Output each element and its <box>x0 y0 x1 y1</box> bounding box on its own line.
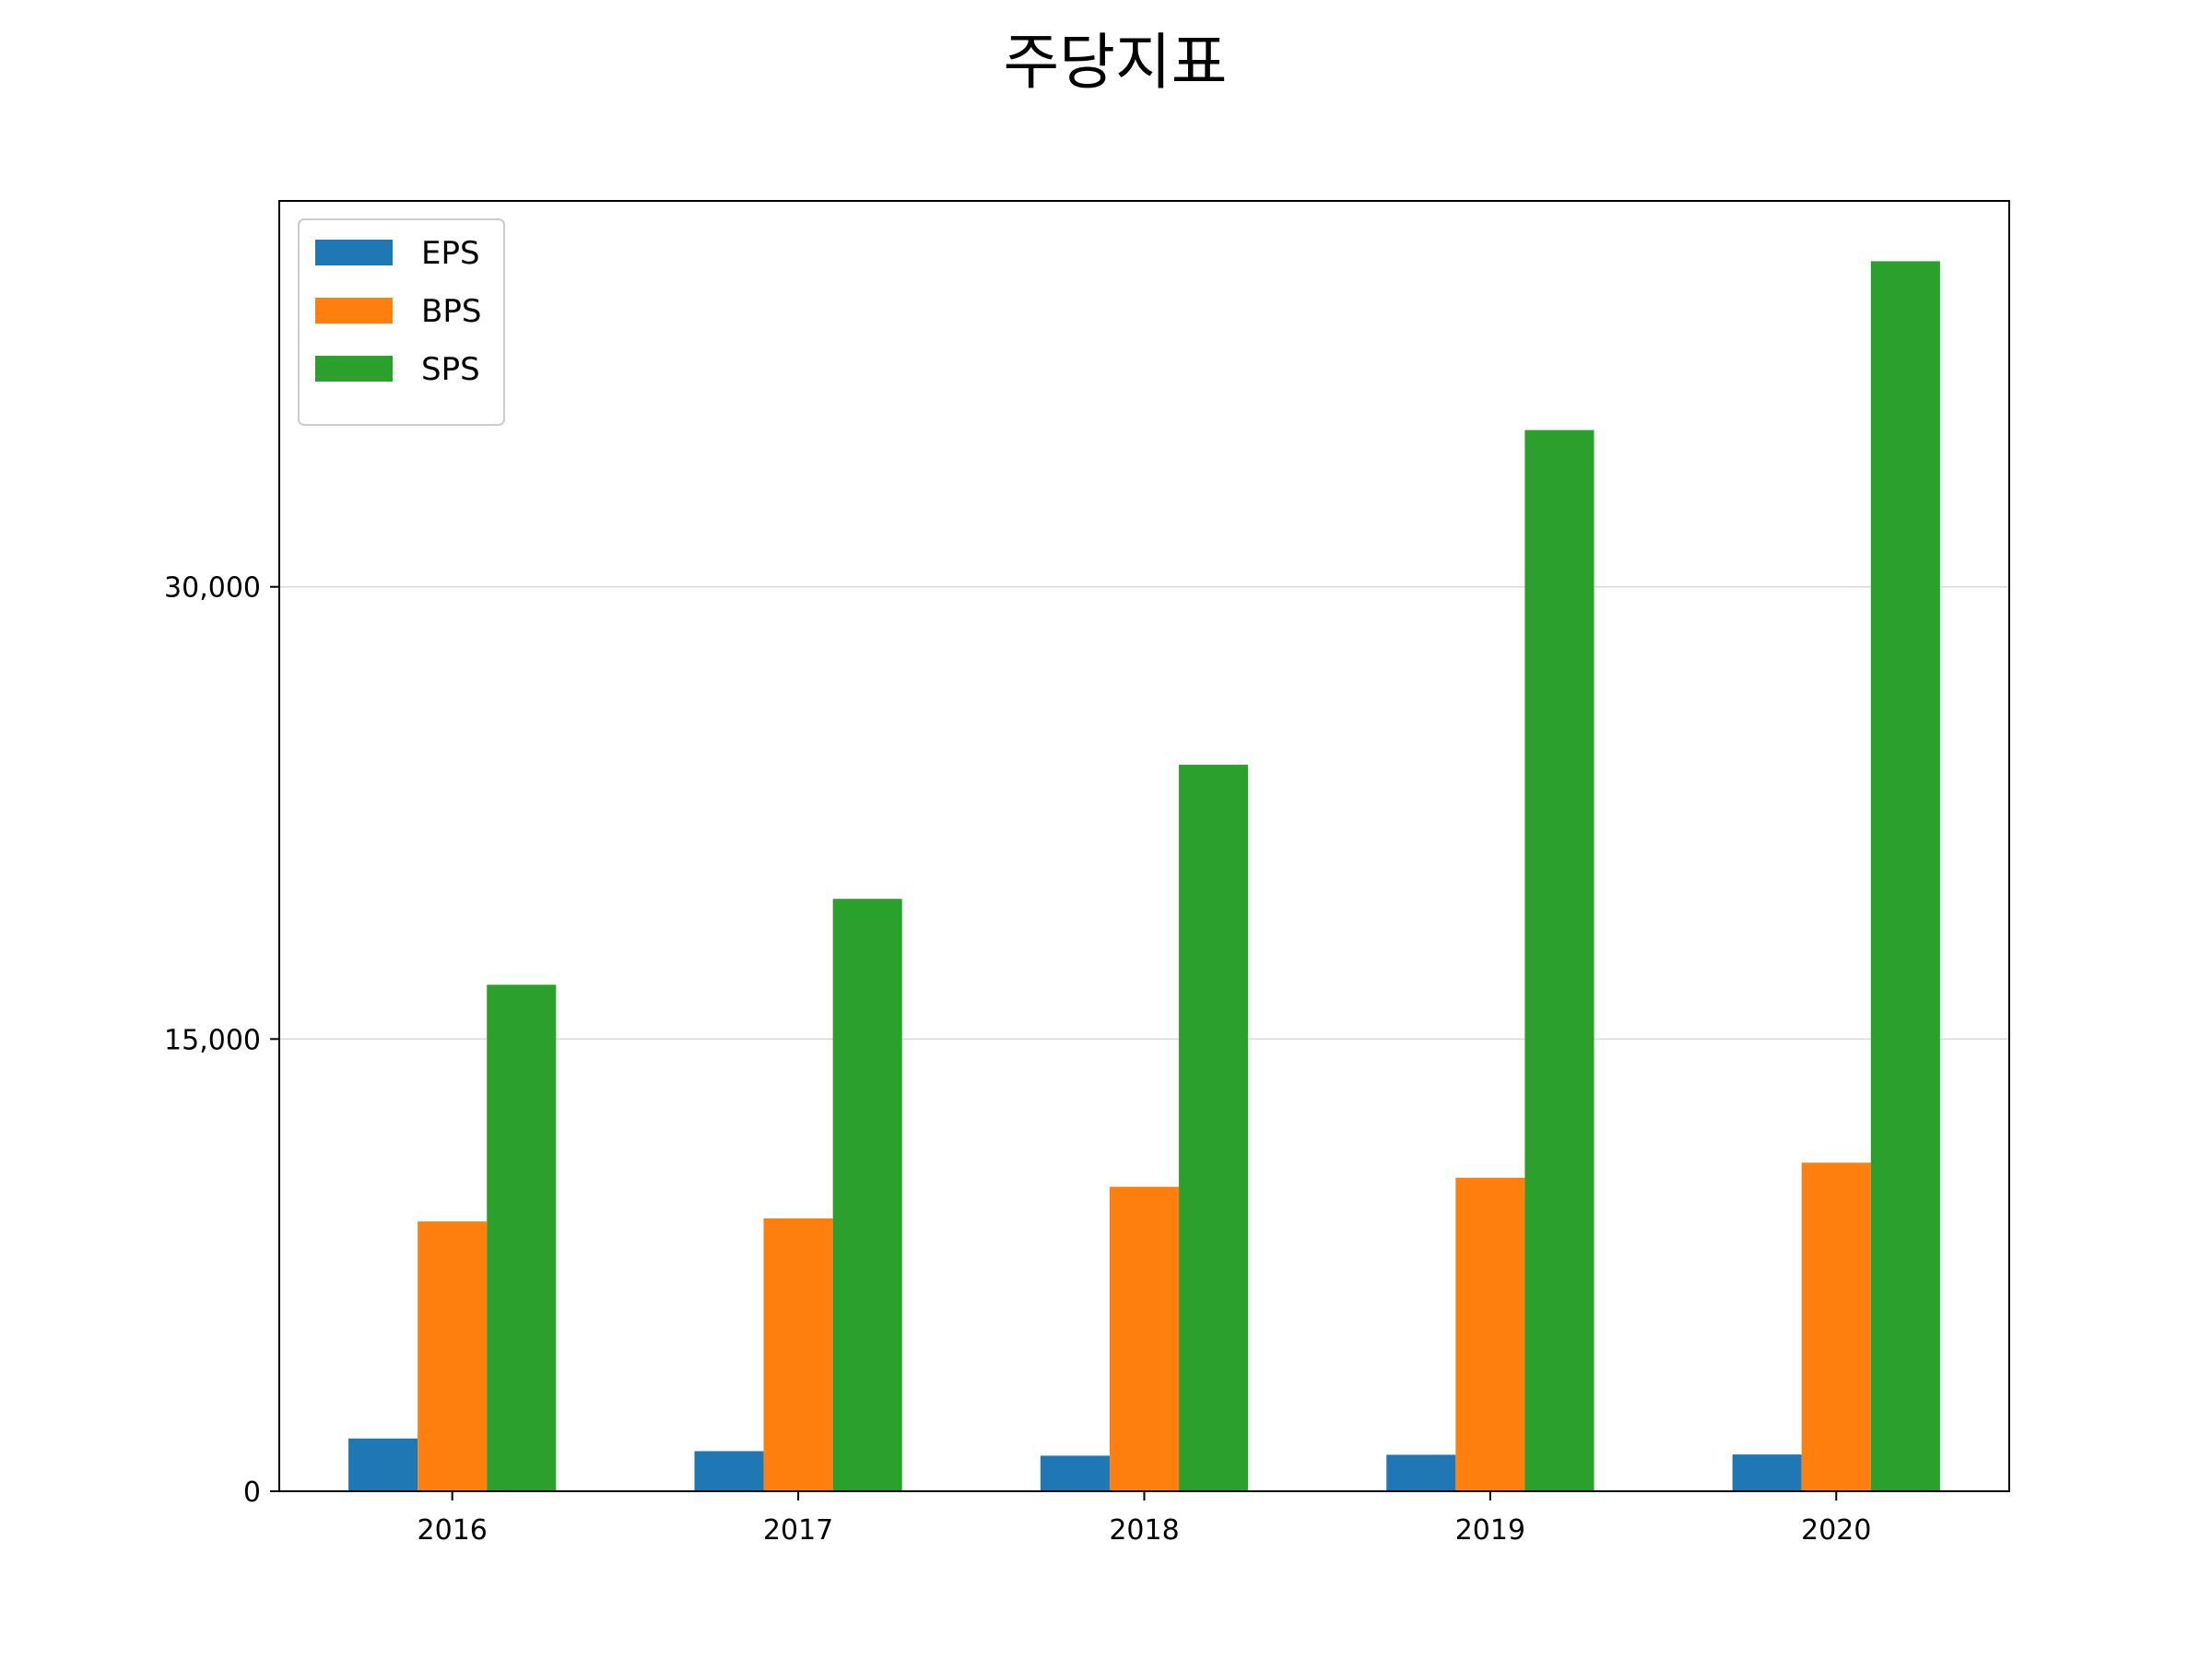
bar-eps-2016 <box>348 1438 418 1491</box>
bar-eps-2018 <box>1040 1455 1110 1491</box>
bar-sps-2019 <box>1524 429 1594 1491</box>
legend-swatch-bps <box>315 298 393 324</box>
y-axis: 0 15,000 30,000 <box>164 572 279 1509</box>
bar-sps-2020 <box>1870 261 1940 1492</box>
y-tick-label: 15,000 <box>164 1024 261 1056</box>
x-tick-label: 2020 <box>1801 1514 1871 1547</box>
bar-bps-2019 <box>1455 1177 1525 1491</box>
bar-bps-2020 <box>1801 1162 1871 1491</box>
bar-eps-2020 <box>1732 1454 1802 1491</box>
x-tick-label: 2019 <box>1455 1514 1525 1547</box>
bar-bps-2016 <box>418 1221 488 1491</box>
bar-sps-2018 <box>1179 764 1249 1491</box>
y-tick-label: 30,000 <box>164 572 261 605</box>
bar-eps-2019 <box>1386 1454 1456 1491</box>
x-tick-label: 2016 <box>418 1514 488 1547</box>
legend: EPS BPS SPS <box>298 218 505 426</box>
chart-title: 주당지표 <box>1004 27 1228 98</box>
bar-sps-2016 <box>487 984 557 1491</box>
legend-label-sps: SPS <box>421 351 480 388</box>
bars <box>348 261 1940 1492</box>
grid <box>279 585 2009 1041</box>
x-tick-label: 2017 <box>763 1514 833 1547</box>
legend-swatch-sps <box>315 356 393 382</box>
y-tick-label: 0 <box>243 1477 261 1509</box>
legend-swatch-eps <box>315 240 393 265</box>
x-axis: 2016 2017 2018 2019 2020 <box>418 1491 1871 1547</box>
legend-label-eps: EPS <box>421 235 480 272</box>
bar-bps-2018 <box>1109 1186 1180 1491</box>
legend-label-bps: BPS <box>421 293 481 330</box>
x-tick-label: 2018 <box>1109 1514 1179 1547</box>
bar-sps-2017 <box>832 899 902 1491</box>
bar-eps-2017 <box>694 1451 764 1491</box>
bar-bps-2017 <box>763 1218 833 1491</box>
